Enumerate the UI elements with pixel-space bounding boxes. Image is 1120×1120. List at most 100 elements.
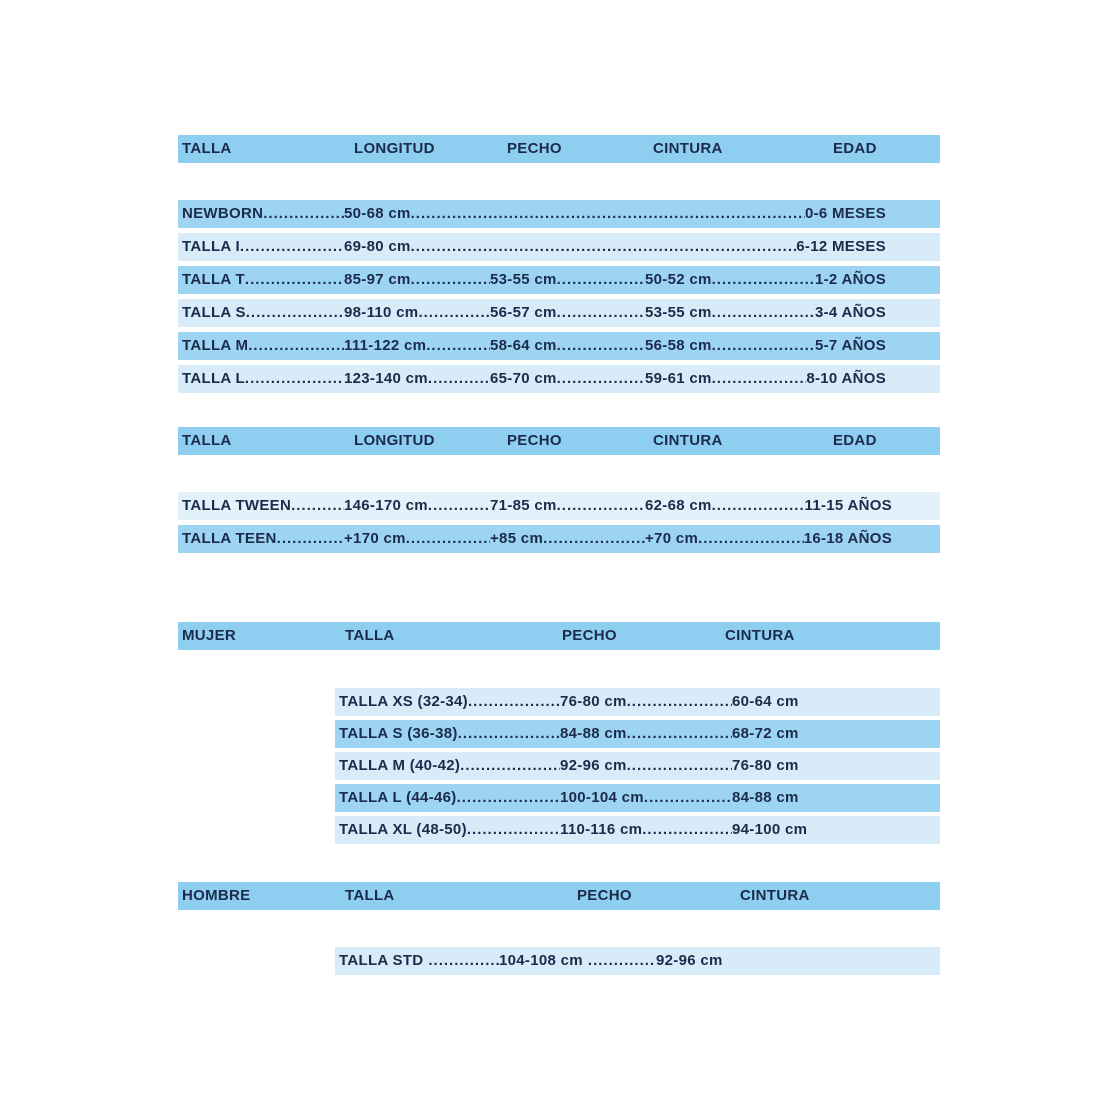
pecho-value: 56-57 cm: [490, 304, 557, 321]
table-row: TALLA M 111-122 cm 58-64 cm 56-58 cm 5-7…: [178, 332, 940, 360]
dot-leader: [588, 947, 656, 975]
longitud-value: 69-80 cm: [344, 238, 411, 255]
header-cintura: CINTURA: [653, 432, 723, 449]
header-edad: EDAD: [833, 432, 877, 449]
longitud-value: +170 cm: [344, 530, 406, 547]
table-row: TALLA XS (32-34) 76-80 cm 60-64 cm: [335, 688, 940, 716]
header-mujer: MUJER: [182, 627, 237, 644]
size-label: TALLA M (40-42): [339, 757, 461, 774]
table-row: TALLA S 98-110 cm 56-57 cm 53-55 cm 3-4 …: [178, 299, 940, 327]
kids-table-header: TALLA LONGITUD PECHO CINTURA EDAD: [178, 135, 940, 163]
size-label: TALLA T: [182, 271, 245, 288]
dot-leader: [406, 525, 490, 553]
longitud-value: 85-97 cm: [344, 271, 411, 288]
pecho-value: 65-70 cm: [490, 370, 557, 387]
pecho-value: 92-96 cm: [560, 757, 627, 774]
size-label: TALLA S: [182, 304, 246, 321]
table-row: TALLA XL (48-50) 110-116 cm 94-100 cm: [335, 816, 940, 844]
dot-leader: [627, 688, 732, 716]
dot-leader: [418, 299, 490, 327]
header-pecho: PECHO: [507, 140, 562, 157]
dot-leader: [245, 266, 344, 294]
size-label: TALLA S (36-38): [339, 725, 458, 742]
size-label: TALLA I: [182, 238, 240, 255]
dot-leader: [248, 332, 344, 360]
dot-leader: [245, 365, 344, 393]
dot-leader: [712, 492, 805, 520]
pecho-value: 71-85 cm: [490, 497, 557, 514]
header-longitud: LONGITUD: [354, 432, 435, 449]
pecho-value: 53-55 cm: [490, 271, 557, 288]
dot-leader: [240, 233, 344, 261]
dot-leader: [458, 720, 560, 748]
cintura-value: +70 cm: [645, 530, 699, 547]
dot-leader: [557, 365, 645, 393]
pecho-value: 58-64 cm: [490, 337, 557, 354]
dot-leader: [428, 947, 499, 975]
dot-leader: [468, 688, 560, 716]
header-cintura: CINTURA: [740, 887, 810, 904]
table-row: TALLA L 123-140 cm 65-70 cm 59-61 cm 8-1…: [178, 365, 940, 393]
pecho-value: 110-116 cm: [560, 821, 643, 838]
header-pecho: PECHO: [507, 432, 562, 449]
longitud-value: 98-110 cm: [344, 304, 419, 321]
table-row: TALLA L (44-46) 100-104 cm 84-88 cm: [335, 784, 940, 812]
dot-leader: [642, 816, 732, 844]
dot-leader: [411, 200, 805, 228]
longitud-value: 146-170 cm: [344, 497, 428, 514]
dot-leader: [246, 299, 344, 327]
dot-leader: [460, 752, 560, 780]
cintura-value: 68-72 cm: [732, 725, 799, 742]
cintura-value: 50-52 cm: [645, 271, 712, 288]
header-talla: TALLA: [182, 140, 232, 157]
longitud-value: 50-68 cm: [344, 205, 411, 222]
table-row: TALLA M (40-42) 92-96 cm 76-80 cm: [335, 752, 940, 780]
dot-leader: [411, 266, 490, 294]
longitud-value: 111-122 cm: [344, 337, 427, 354]
cintura-value: 59-61 cm: [645, 370, 712, 387]
pecho-value: 104-108 cm: [499, 952, 583, 969]
dot-leader: [712, 299, 815, 327]
edad-value: 6-12 MESES: [796, 238, 886, 255]
dot-leader: [428, 365, 490, 393]
pecho-value: +85 cm: [490, 530, 544, 547]
size-label: TALLA XL (48-50): [339, 821, 467, 838]
cintura-value: 60-64 cm: [732, 693, 799, 710]
size-label: TALLA TWEEN: [182, 497, 292, 514]
dot-leader: [467, 816, 560, 844]
pecho-value: 100-104 cm: [560, 789, 644, 806]
edad-value: 5-7 AÑOS: [814, 337, 886, 354]
edad-value: 11-15 AÑOS: [804, 497, 892, 514]
dot-leader: [426, 332, 490, 360]
edad-value: 16-18 AÑOS: [803, 530, 892, 547]
hombre-table-body: TALLA STD 104-108 cm 92-96 cm: [335, 947, 940, 975]
header-longitud: LONGITUD: [354, 140, 435, 157]
table-row: TALLA STD 104-108 cm 92-96 cm: [335, 947, 940, 975]
cintura-value: 92-96 cm: [656, 952, 723, 969]
table-row: NEWBORN 50-68 cm 0-6 MESES: [178, 200, 940, 228]
cintura-value: 53-55 cm: [645, 304, 712, 321]
dot-leader: [698, 525, 804, 553]
size-label: TALLA L (44-46): [339, 789, 457, 806]
dot-leader: [457, 784, 560, 812]
header-pecho: PECHO: [577, 887, 632, 904]
dot-leader: [543, 525, 645, 553]
dot-leader: [627, 752, 732, 780]
header-cintura: CINTURA: [653, 140, 723, 157]
header-talla: TALLA: [182, 432, 232, 449]
edad-value: 1-2 AÑOS: [814, 271, 886, 288]
header-cintura: CINTURA: [725, 627, 795, 644]
cintura-value: 76-80 cm: [732, 757, 799, 774]
size-label: TALLA L: [182, 370, 245, 387]
table-row: TALLA TEEN +170 cm +85 cm +70 cm 16-18 A…: [178, 525, 940, 553]
kids-table-body: NEWBORN 50-68 cm 0-6 MESES TALLA I 69-80…: [178, 200, 940, 393]
teen-table-header: TALLA LONGITUD PECHO CINTURA EDAD: [178, 427, 940, 455]
dot-leader: [627, 720, 732, 748]
edad-value: 0-6 MESES: [804, 205, 886, 222]
dot-leader: [557, 332, 645, 360]
size-label: TALLA XS (32-34): [339, 693, 468, 710]
dot-leader: [291, 492, 344, 520]
header-pecho: PECHO: [562, 627, 617, 644]
dot-leader: [557, 266, 645, 294]
